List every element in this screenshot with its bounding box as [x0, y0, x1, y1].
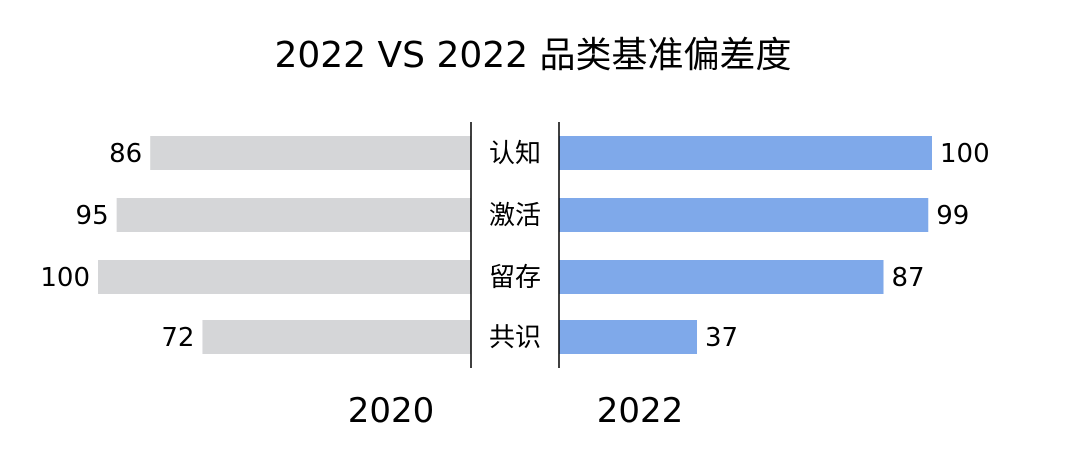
value-label-2020-1: 95 [76, 201, 109, 231]
bar-2020-2 [98, 260, 471, 294]
bar-2020-1 [116, 198, 472, 232]
value-label-2020-2: 100 [40, 263, 90, 293]
category-label-2: 留存 [489, 263, 541, 293]
bar-2022-1 [559, 198, 929, 232]
category-label-3: 共识 [489, 323, 541, 353]
bar-2022-0 [559, 136, 932, 170]
series-name-2020: 2020 [348, 391, 435, 431]
value-label-2020-3: 72 [161, 323, 194, 353]
category-label-0: 认知 [489, 139, 541, 169]
bar-2022-3 [559, 320, 698, 354]
series-2020-bars: 86 95 100 72 [40, 136, 472, 354]
value-label-2020-0: 86 [109, 139, 142, 169]
value-label-2022-1: 99 [936, 201, 969, 231]
chart-title: 2022 VS 2022 品类基准偏差度 [274, 35, 791, 76]
value-label-2022-0: 100 [940, 139, 990, 169]
bar-2020-0 [150, 136, 471, 170]
value-label-2022-2: 87 [892, 263, 925, 293]
bar-2022-2 [559, 260, 884, 294]
value-label-2022-3: 37 [705, 323, 738, 353]
series-name-2022: 2022 [597, 391, 684, 431]
series-2022-bars: 100 99 87 37 [559, 136, 990, 354]
bar-2020-3 [202, 320, 471, 354]
category-label-1: 激活 [489, 201, 541, 231]
